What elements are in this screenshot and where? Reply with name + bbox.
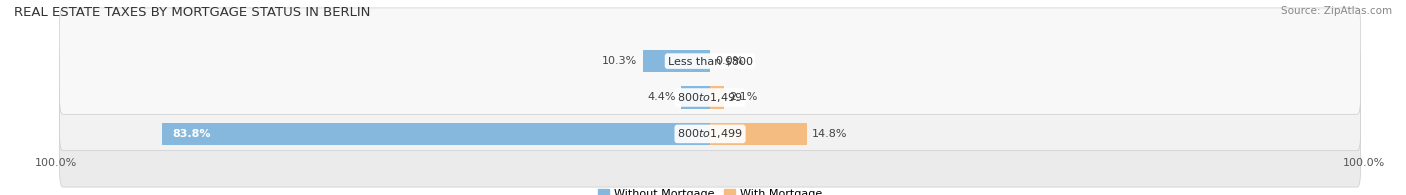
Bar — [643, 50, 710, 72]
Legend: Without Mortgage, With Mortgage: Without Mortgage, With Mortgage — [593, 184, 827, 195]
FancyBboxPatch shape — [59, 8, 1361, 114]
FancyBboxPatch shape — [59, 44, 1361, 151]
Bar — [710, 123, 807, 145]
Text: 14.8%: 14.8% — [813, 129, 848, 139]
Text: $800 to $1,499: $800 to $1,499 — [678, 91, 742, 104]
Text: Source: ZipAtlas.com: Source: ZipAtlas.com — [1281, 6, 1392, 16]
Bar — [162, 123, 710, 145]
FancyBboxPatch shape — [59, 81, 1361, 187]
Bar — [710, 86, 724, 109]
Bar — [682, 86, 710, 109]
Text: 4.4%: 4.4% — [648, 92, 676, 103]
Text: REAL ESTATE TAXES BY MORTGAGE STATUS IN BERLIN: REAL ESTATE TAXES BY MORTGAGE STATUS IN … — [14, 6, 370, 19]
Text: 10.3%: 10.3% — [602, 56, 637, 66]
Text: 2.1%: 2.1% — [728, 92, 758, 103]
Text: 0.0%: 0.0% — [716, 56, 744, 66]
Text: $800 to $1,499: $800 to $1,499 — [678, 127, 742, 140]
Text: Less than $800: Less than $800 — [668, 56, 752, 66]
Text: 83.8%: 83.8% — [172, 129, 211, 139]
